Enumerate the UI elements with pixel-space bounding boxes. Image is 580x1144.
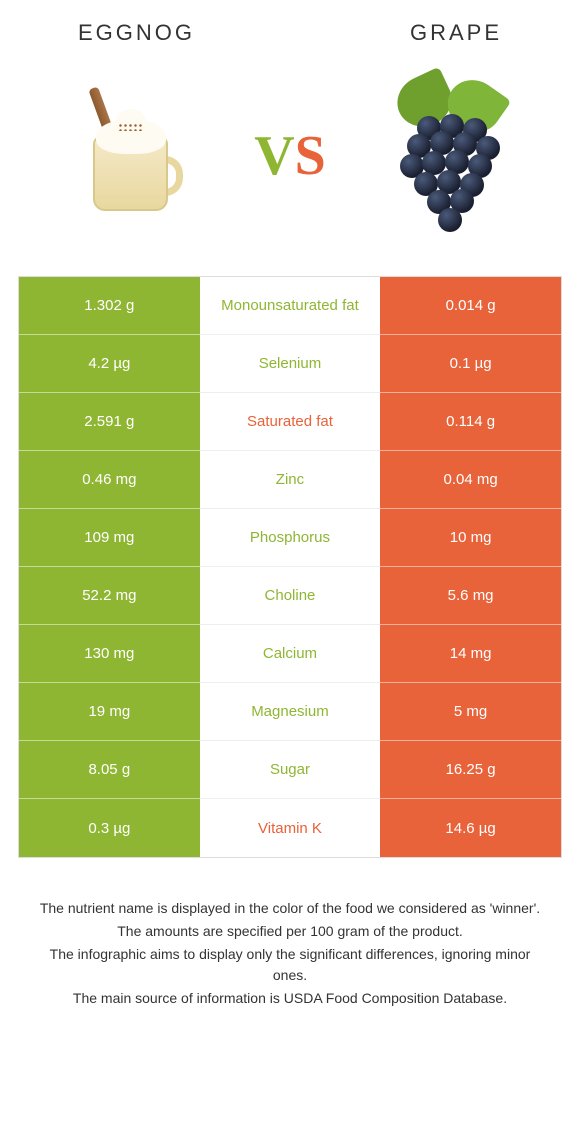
right-value-cell: 5 mg — [380, 683, 561, 741]
left-value-cell: 19 mg — [19, 683, 200, 741]
images-row: VS — [18, 66, 562, 246]
left-value-cell: 4.2 µg — [19, 335, 200, 393]
footnotes: The nutrient name is displayed in the co… — [18, 898, 562, 1009]
table-row: 0.3 µgVitamin K14.6 µg — [19, 799, 561, 857]
nutrient-label-cell: Sugar — [200, 741, 381, 799]
vs-v-letter: V — [254, 124, 294, 188]
table-row: 2.591 gSaturated fat0.114 g — [19, 393, 561, 451]
table-row: 52.2 mgCholine5.6 mg — [19, 567, 561, 625]
nutrient-label-cell: Monounsaturated fat — [200, 277, 381, 335]
left-value-cell: 130 mg — [19, 625, 200, 683]
vs-badge: VS — [254, 124, 326, 188]
right-value-cell: 14 mg — [380, 625, 561, 683]
nutrient-label-cell: Vitamin K — [200, 799, 381, 857]
left-value-cell: 52.2 mg — [19, 567, 200, 625]
right-value-cell: 5.6 mg — [380, 567, 561, 625]
grape-image — [362, 71, 532, 241]
nutrient-table: 1.302 gMonounsaturated fat0.014 g4.2 µgS… — [18, 276, 562, 858]
right-value-cell: 0.014 g — [380, 277, 561, 335]
left-value-cell: 8.05 g — [19, 741, 200, 799]
eggnog-image — [48, 71, 218, 241]
nutrient-label-cell: Magnesium — [200, 683, 381, 741]
right-value-cell: 0.1 µg — [380, 335, 561, 393]
nutrient-label-cell: Calcium — [200, 625, 381, 683]
nutrient-label-cell: Selenium — [200, 335, 381, 393]
right-value-cell: 14.6 µg — [380, 799, 561, 857]
footnote-line: The infographic aims to display only the… — [38, 944, 542, 986]
left-value-cell: 0.3 µg — [19, 799, 200, 857]
footnote-line: The main source of information is USDA F… — [38, 988, 542, 1009]
left-value-cell: 2.591 g — [19, 393, 200, 451]
vs-s-letter: S — [295, 124, 326, 188]
table-row: 1.302 gMonounsaturated fat0.014 g — [19, 277, 561, 335]
right-value-cell: 10 mg — [380, 509, 561, 567]
nutrient-label-cell: Zinc — [200, 451, 381, 509]
nutrient-label-cell: Choline — [200, 567, 381, 625]
table-row: 0.46 mgZinc0.04 mg — [19, 451, 561, 509]
table-row: 8.05 gSugar16.25 g — [19, 741, 561, 799]
left-value-cell: 1.302 g — [19, 277, 200, 335]
right-value-cell: 0.114 g — [380, 393, 561, 451]
table-row: 109 mgPhosphorus10 mg — [19, 509, 561, 567]
table-row: 4.2 µgSelenium0.1 µg — [19, 335, 561, 393]
table-row: 19 mgMagnesium5 mg — [19, 683, 561, 741]
left-value-cell: 0.46 mg — [19, 451, 200, 509]
left-food-title: EGGNOG — [78, 20, 195, 46]
left-value-cell: 109 mg — [19, 509, 200, 567]
right-food-title: GRAPE — [410, 20, 502, 46]
footnote-line: The amounts are specified per 100 gram o… — [38, 921, 542, 942]
header: EGGNOG GRAPE — [18, 20, 562, 46]
grape-icon — [438, 208, 462, 232]
right-value-cell: 16.25 g — [380, 741, 561, 799]
table-row: 130 mgCalcium14 mg — [19, 625, 561, 683]
nutrient-label-cell: Saturated fat — [200, 393, 381, 451]
right-value-cell: 0.04 mg — [380, 451, 561, 509]
footnote-line: The nutrient name is displayed in the co… — [38, 898, 542, 919]
nutrient-label-cell: Phosphorus — [200, 509, 381, 567]
